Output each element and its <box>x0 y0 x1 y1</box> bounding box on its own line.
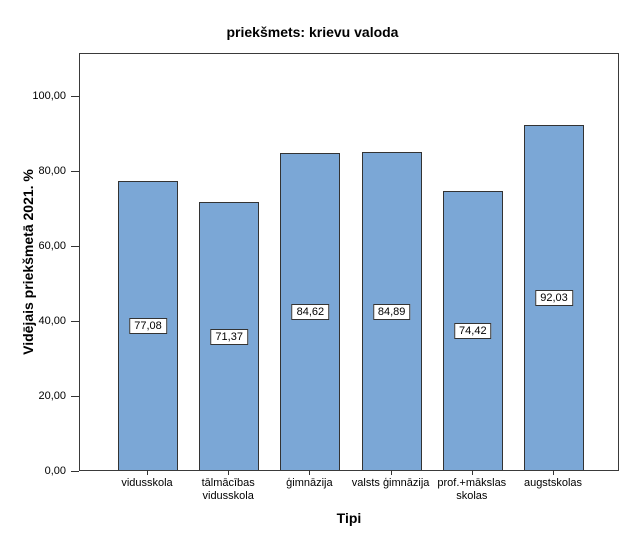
y-axis-title-wrap: Vidējais priekšmetā 2021. % <box>14 53 42 471</box>
bar-3: 84,62 <box>280 153 341 470</box>
y-tick-label: 100,00 <box>32 90 66 102</box>
value-label: 77,08 <box>129 318 167 334</box>
x-tick <box>147 470 148 475</box>
x-category-label: valsts ģimnāzija <box>351 477 430 489</box>
value-label: 71,37 <box>210 328 248 345</box>
value-label: 74,42 <box>454 323 492 339</box>
x-tick <box>390 470 392 475</box>
x-tick <box>471 470 473 475</box>
y-tick <box>71 321 79 322</box>
y-tick <box>71 96 79 97</box>
bar-2: 71,37 <box>199 202 260 470</box>
x-axis-title: Tipi <box>336 510 362 526</box>
y-tick <box>71 171 79 172</box>
x-tick <box>309 470 311 475</box>
x-category-label: prof.+mākslas skolas <box>437 477 507 502</box>
x-category-label: augstskolas <box>523 477 583 489</box>
y-tick <box>71 471 79 472</box>
y-tick-label: 40,00 <box>38 315 66 327</box>
x-category-label: tālmācības vidusskola <box>201 477 255 502</box>
plot-area: 77,08 71,37 84,62 84,89 74,42 92,03 <box>79 53 619 471</box>
y-tick-label: 20,00 <box>38 390 66 402</box>
value-label: 92,03 <box>535 290 573 306</box>
x-tick <box>553 470 554 475</box>
y-tick-label: 60,00 <box>38 240 66 252</box>
bar-6: 92,03 <box>524 125 584 470</box>
bar-4: 84,89 <box>361 152 422 470</box>
chart-title: priekšmets: krievu valoda <box>226 24 399 40</box>
x-tick <box>228 470 230 475</box>
x-category-label: vidusskola <box>121 477 173 489</box>
value-label: 84,89 <box>372 303 411 320</box>
y-tick-label: 80,00 <box>38 165 66 177</box>
x-category-label: ģimnāzija <box>286 477 333 489</box>
y-tick <box>71 396 79 397</box>
y-tick-label: 0,00 <box>44 465 66 477</box>
y-tick <box>71 246 79 247</box>
bar-1: 77,08 <box>118 181 178 470</box>
value-label: 84,62 <box>291 304 330 320</box>
bar-5: 74,42 <box>442 191 503 470</box>
